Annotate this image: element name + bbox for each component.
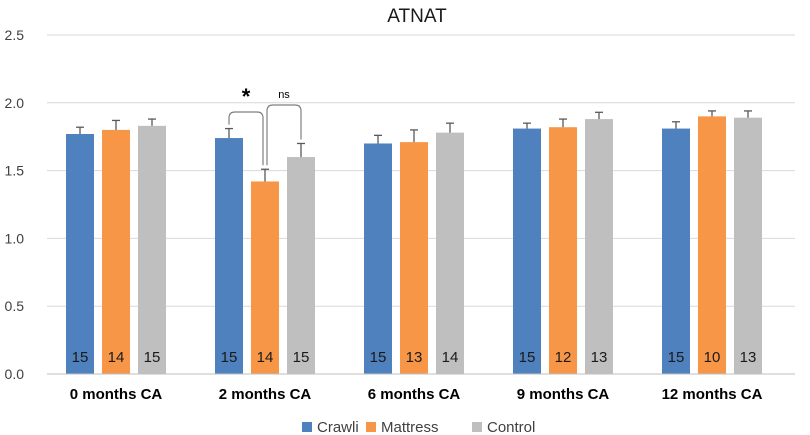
error-bar-crawli-12-months-ca: [672, 121, 680, 129]
significance-ns-label: ns: [278, 89, 290, 101]
error-bar-crawli-6-months-ca: [374, 134, 382, 144]
bar-control-9-months-ca: [585, 119, 613, 375]
x-category-label: 9 months CA: [517, 386, 610, 403]
n-label: 10: [704, 349, 721, 366]
legend-label: Control: [487, 419, 535, 435]
bar-control-2-months-ca: [287, 157, 315, 374]
bar-mattress-2-months-ca: [251, 181, 279, 374]
legend-item-crawli: Crawli: [302, 419, 359, 435]
n-label: 13: [591, 349, 608, 366]
error-bar-mattress-12-months-ca: [708, 110, 716, 117]
bar-crawli-6-months-ca: [364, 143, 392, 374]
n-label: 14: [442, 349, 459, 366]
n-label: 15: [370, 349, 387, 366]
bar-crawli-0-months-ca: [66, 133, 94, 374]
error-bar-control-2-months-ca: [297, 142, 305, 158]
error-bar-crawli-9-months-ca: [523, 122, 531, 129]
significance-bracket-star: *: [228, 84, 264, 166]
x-category-label: 12 months CA: [662, 386, 763, 403]
error-bar-control-6-months-ca: [446, 122, 454, 133]
n-label: 15: [72, 349, 89, 366]
error-bars: [76, 110, 752, 182]
x-category-label: 2 months CA: [219, 386, 312, 403]
sample-size-labels: 15 15 15 15 15 14 14 13 12 10 15 15 14 13 13: [72, 349, 757, 366]
x-category-label: 6 months CA: [368, 386, 461, 403]
y-tick-label: 1.5: [5, 163, 25, 179]
error-bar-control-12-months-ca: [744, 110, 752, 118]
y-tick-label: 1.0: [5, 230, 25, 246]
bar-mattress-12-months-ca: [698, 116, 726, 375]
error-bar-control-9-months-ca: [595, 111, 603, 120]
n-label: 14: [108, 349, 125, 366]
legend-item-control: Control: [472, 419, 535, 435]
n-label: 15: [668, 349, 685, 366]
x-category-label: 0 months CA: [70, 386, 163, 403]
bar-control-0-months-ca: [138, 125, 166, 375]
legend-swatch: [472, 422, 482, 432]
significance-star-label: *: [242, 84, 251, 109]
bar-mattress-0-months-ca: [102, 129, 130, 374]
bar-control-6-months-ca: [436, 132, 464, 374]
n-label: 15: [293, 349, 310, 366]
significance-annotations: * ns: [228, 84, 302, 166]
n-label: 15: [221, 349, 238, 366]
n-label: 12: [555, 349, 572, 366]
bar-mattress-6-months-ca: [400, 142, 428, 374]
error-bar-mattress-0-months-ca: [112, 119, 120, 130]
y-tick-label: 0.5: [5, 298, 25, 314]
legend-item-mattress: Mattress: [366, 419, 439, 435]
legend-swatch: [302, 422, 312, 432]
bar-crawli-9-months-ca: [513, 128, 541, 374]
x-axis-categories: 0 months CA 2 months CA 6 months CA 9 month…: [70, 386, 763, 403]
n-label: 14: [257, 349, 274, 366]
error-bar-mattress-9-months-ca: [559, 118, 567, 128]
significance-bracket-ns: ns: [266, 89, 302, 166]
y-tick-label: 2.0: [5, 95, 25, 111]
chart-title: ATNAT: [387, 6, 447, 27]
n-label: 13: [406, 349, 423, 366]
legend-label: Mattress: [381, 419, 439, 435]
error-bar-control-0-months-ca: [148, 118, 156, 126]
error-bar-crawli-2-months-ca: [225, 127, 233, 139]
bar-crawli-12-months-ca: [662, 128, 690, 374]
error-bar-mattress-2-months-ca: [261, 168, 269, 182]
n-label: 13: [740, 349, 757, 366]
legend: Crawli Mattress Control: [302, 419, 535, 435]
bar-crawli-2-months-ca: [215, 138, 243, 374]
error-bar-crawli-0-months-ca: [76, 126, 84, 134]
y-axis-ticks: 0.0 0.5 1.0 1.5 2.0 2.5: [5, 27, 25, 382]
bar-control-12-months-ca: [734, 117, 762, 374]
y-tick-label: 2.5: [5, 27, 25, 43]
legend-label: Crawli: [317, 419, 359, 435]
y-tick-label: 0.0: [5, 366, 25, 382]
n-label: 15: [144, 349, 161, 366]
bars: [66, 116, 762, 375]
bar-mattress-9-months-ca: [549, 127, 577, 374]
legend-swatch: [366, 422, 376, 432]
error-bar-mattress-6-months-ca: [410, 129, 418, 143]
n-label: 15: [519, 349, 536, 366]
